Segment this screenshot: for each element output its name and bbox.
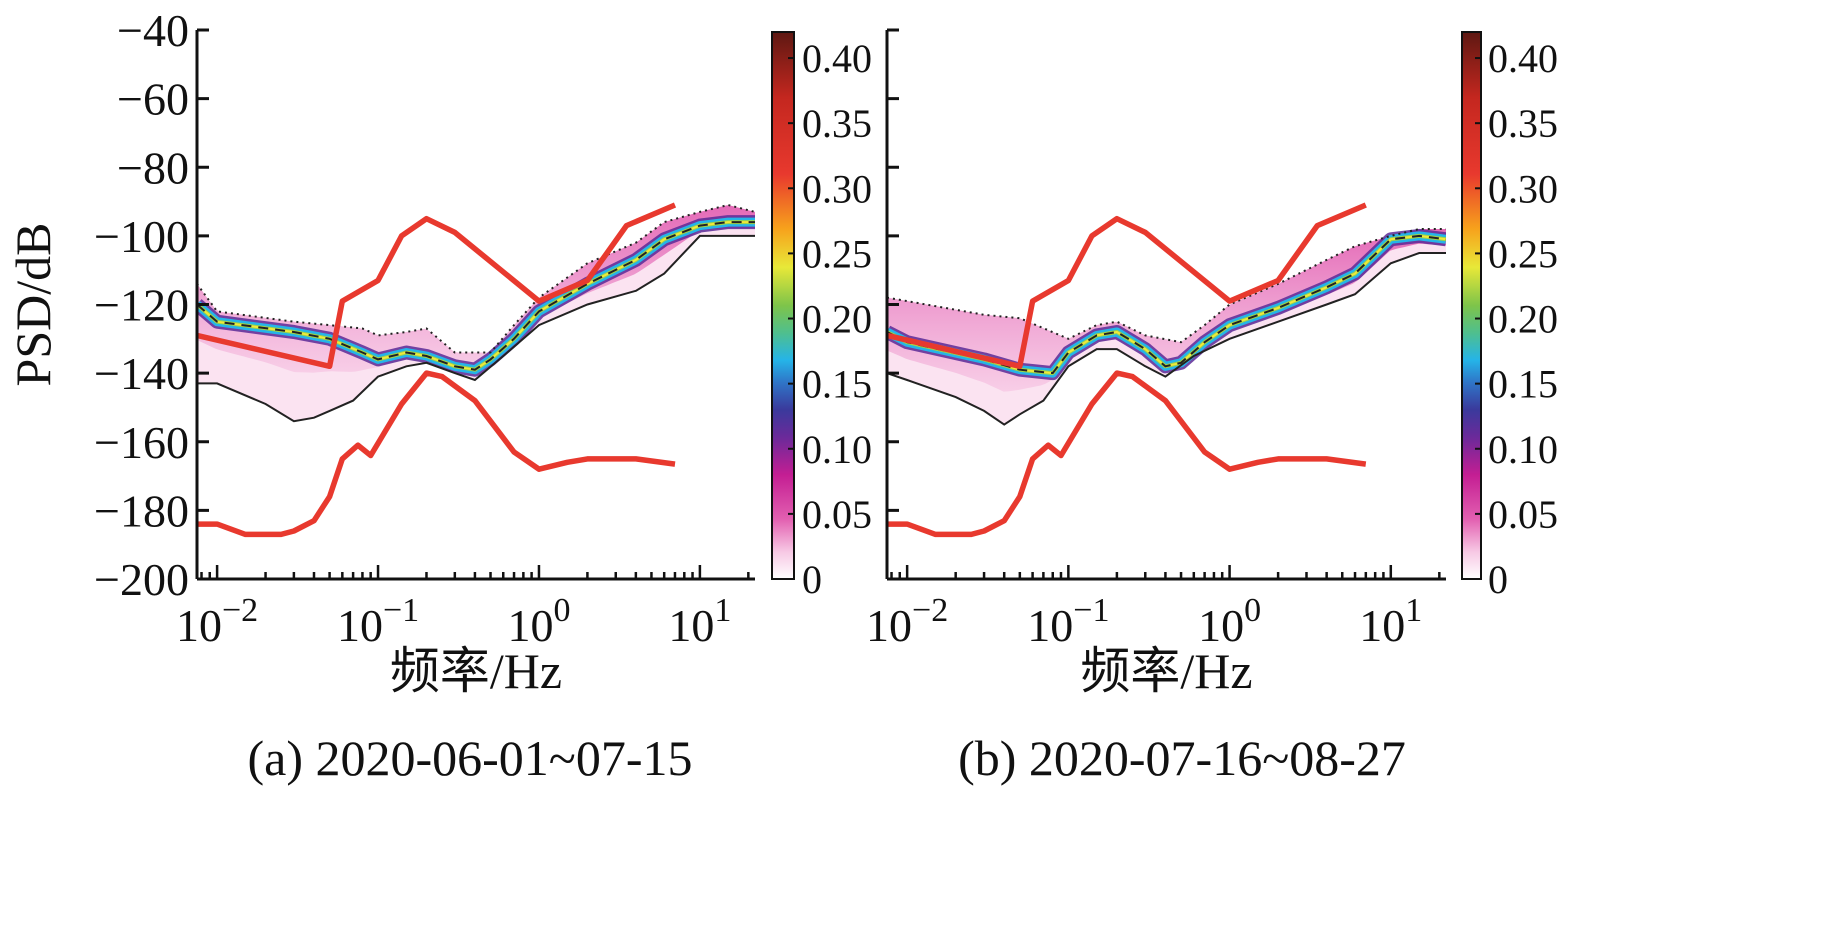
colorbar-tick-label: 0.20 — [1488, 297, 1558, 342]
nhnm-curve — [197, 202, 677, 370]
x-tick-base: 10 — [1027, 600, 1073, 651]
colorbar-tick-label: 0.15 — [802, 362, 872, 407]
plot-data-layer — [887, 202, 1446, 538]
colorbar-tick-label: 0.30 — [1488, 166, 1558, 211]
colorbar-tick-label: 0 — [802, 557, 822, 602]
colorbar-tick-label: 0.05 — [802, 492, 872, 537]
x-axis-label: 频率/Hz — [390, 643, 562, 699]
x-tick-base: 10 — [176, 600, 222, 651]
colorbar — [1461, 31, 1482, 580]
psd-max-line — [197, 203, 755, 354]
y-tick-label: −140 — [94, 348, 189, 399]
x-tick-label: 100 — [1198, 592, 1261, 651]
y-tick-label: −180 — [94, 485, 189, 536]
y-axis-label: PSD/dB — [5, 223, 61, 387]
x-tick-label: 10−2 — [176, 592, 258, 651]
colorbar-tick-label: 0.40 — [802, 36, 872, 81]
colorbar-tick-label: 0.25 — [802, 231, 872, 276]
x-tick-exponent: −2 — [222, 592, 258, 629]
plot-data-layer — [197, 202, 755, 538]
y-tick-label: −60 — [117, 74, 189, 125]
colorbar-tick-label: 0.30 — [802, 166, 872, 211]
colorbar-tick-label: 0.35 — [1488, 101, 1558, 146]
y-tick-label: −80 — [117, 142, 189, 193]
colorbar — [771, 31, 795, 580]
x-tick-label: 100 — [507, 592, 570, 651]
psd-median-line — [887, 234, 1446, 375]
psd-max-line — [887, 228, 1446, 344]
nlnm-curve — [887, 370, 1367, 538]
y-tick-label: −160 — [94, 417, 189, 468]
psd-min-line — [197, 234, 755, 423]
x-tick-exponent: 1 — [714, 592, 731, 629]
x-tick-exponent: −1 — [383, 592, 419, 629]
colorbar-tick-label: 0.05 — [1488, 492, 1558, 537]
nlnm-curve — [197, 370, 676, 538]
y-tick-label: −100 — [94, 211, 189, 262]
colorbar-tick-label: 0.10 — [1488, 427, 1558, 472]
psd-density-band — [887, 229, 1446, 392]
psd-min-line — [887, 252, 1446, 426]
x-tick-base: 10 — [507, 600, 553, 651]
colorbar-tick-label: 0.35 — [802, 101, 872, 146]
x-tick-label: 10−2 — [866, 592, 948, 651]
x-axis-label: 频率/Hz — [1080, 643, 1252, 699]
x-tick-base: 10 — [668, 600, 714, 651]
colorbar-tick-label: 0.15 — [1488, 362, 1558, 407]
x-tick-label: 10−1 — [337, 592, 419, 651]
colorbar-tick-label: 0.25 — [1488, 231, 1558, 276]
y-tick-label: −120 — [94, 280, 189, 331]
colorbar-tick-label: 0.20 — [802, 297, 872, 342]
x-tick-exponent: 0 — [1244, 592, 1261, 629]
x-tick-exponent: −1 — [1073, 592, 1109, 629]
panel-caption: (a) 2020-06-01~07-15 — [248, 730, 693, 786]
x-tick-label: 101 — [668, 592, 731, 651]
x-tick-base: 10 — [1198, 600, 1244, 651]
x-tick-exponent: −2 — [912, 592, 948, 629]
colorbar-tick-label: 0 — [1488, 557, 1508, 602]
x-tick-label: 10−1 — [1027, 592, 1109, 651]
nhnm-curve — [887, 202, 1367, 370]
x-tick-base: 10 — [337, 600, 383, 651]
x-tick-exponent: 1 — [1405, 592, 1422, 629]
x-tick-exponent: 0 — [553, 592, 570, 629]
y-tick-label: −200 — [94, 554, 189, 605]
colorbar-tick-label: 0.10 — [802, 427, 872, 472]
psd-median-line — [197, 221, 755, 371]
y-tick-label: −40 — [117, 5, 189, 56]
x-tick-label: 101 — [1359, 592, 1422, 651]
colorbar-tick-label: 0.40 — [1488, 36, 1558, 81]
x-tick-base: 10 — [1359, 600, 1405, 651]
panel-caption: (b) 2020-07-16~08-27 — [958, 730, 1406, 786]
x-tick-base: 10 — [866, 600, 912, 651]
